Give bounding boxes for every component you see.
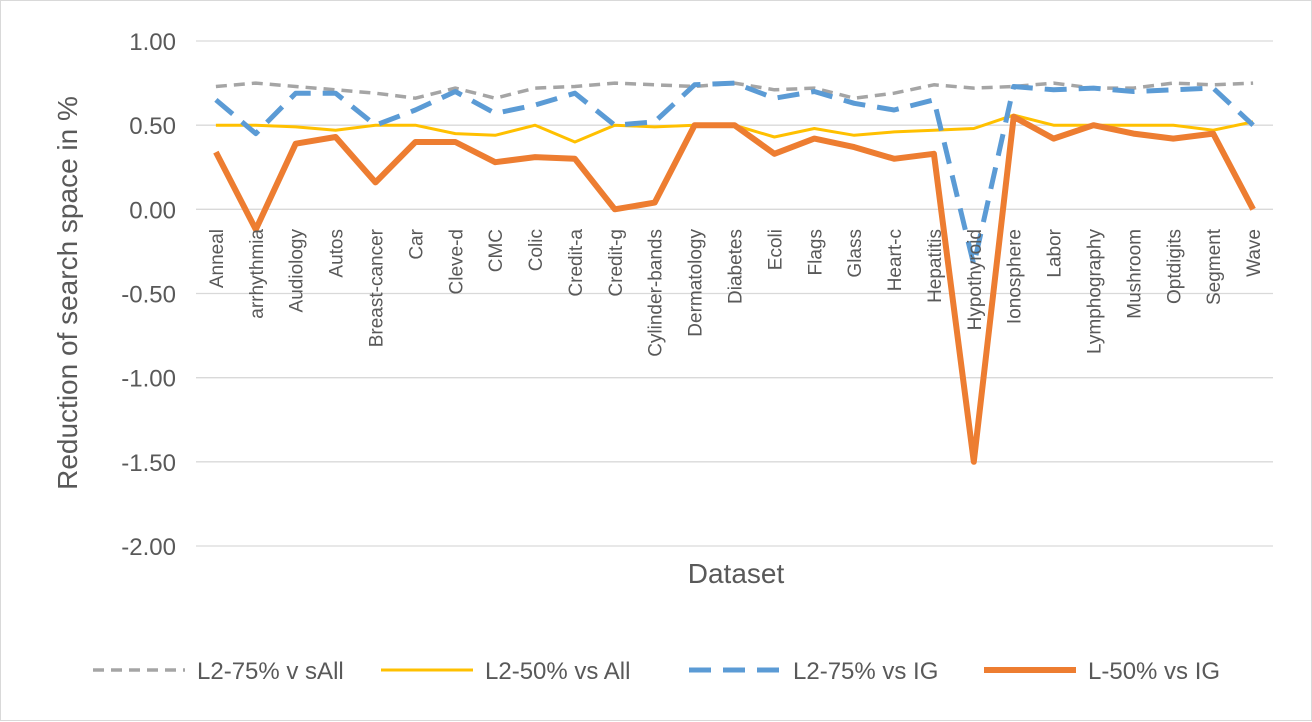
x-tick-label: Hepatitis [925,229,946,303]
y-tick-label: -2.00 [121,534,176,561]
series-line-3 [214,80,1255,268]
x-tick-label: Mushroom [1124,229,1145,319]
x-tick-label: Colic [526,229,547,271]
legend-label: L2-75% vs IG [793,658,938,685]
x-tick-label: Diabetes [726,229,747,304]
x-tick-label: Ecoli [765,229,786,270]
x-tick-label: Breast-cancer [367,228,388,347]
x-tick-label: Flags [805,229,826,275]
y-tick-label: -1.50 [121,450,176,477]
series-lines [213,80,1256,465]
y-tick-label: 0.00 [129,197,176,224]
y-tick-label: -0.50 [121,282,176,309]
legend-label: L2-75% v sAll [197,658,344,685]
x-tick-label: Heart-c [885,229,906,291]
x-tick-label: Credit-g [606,229,627,297]
x-tick-label: Labor [1045,228,1066,277]
x-tick-label: Optdigits [1164,229,1185,304]
x-tick-label: Autos [327,229,348,278]
x-tick-label: Lymphography [1085,229,1106,354]
x-axis-title: Dataset [688,558,785,589]
x-tick-label: Cleve-d [446,229,467,294]
legend-label: L-50% vs IG [1088,658,1220,685]
x-tick-label: Cylinder-bands [646,229,667,357]
y-tick-label: 1.00 [129,29,176,56]
x-tick-label: Segment [1204,228,1225,305]
x-tick-label: CMC [486,229,507,272]
x-tick-label: Audiology [287,229,308,313]
x-tick-label: Car [406,228,427,259]
x-tick-label: arrhythmia [247,229,268,319]
x-tick-label: Anneal [207,229,228,288]
y-tick-label: -1.00 [121,366,176,393]
y-axis-ticks: 1.00 0.50 0.00 -0.50 -1.00 -1.50 -2.00 [121,29,176,561]
x-axis-ticks: Anneal arrhythmia Audiology Autos Breast-can… [207,228,1265,357]
x-tick-label: Glass [845,229,866,278]
x-tick-label: Dermatology [686,229,707,337]
x-tick-label: Wave [1244,229,1265,277]
x-tick-label: Hypothyroid [965,229,986,330]
series-line-4 [213,113,1256,465]
legend: L2-75% v sAll L2-50% vs All L2-75% vs IG L-… [93,658,1220,685]
x-tick-label: Ionosphere [1005,229,1026,324]
y-axis-title: Reduction of search space in % [52,96,83,490]
y-tick-label: 0.50 [129,113,176,140]
x-tick-label: Credit-a [566,229,587,297]
legend-label: L2-50% vs All [485,658,630,685]
